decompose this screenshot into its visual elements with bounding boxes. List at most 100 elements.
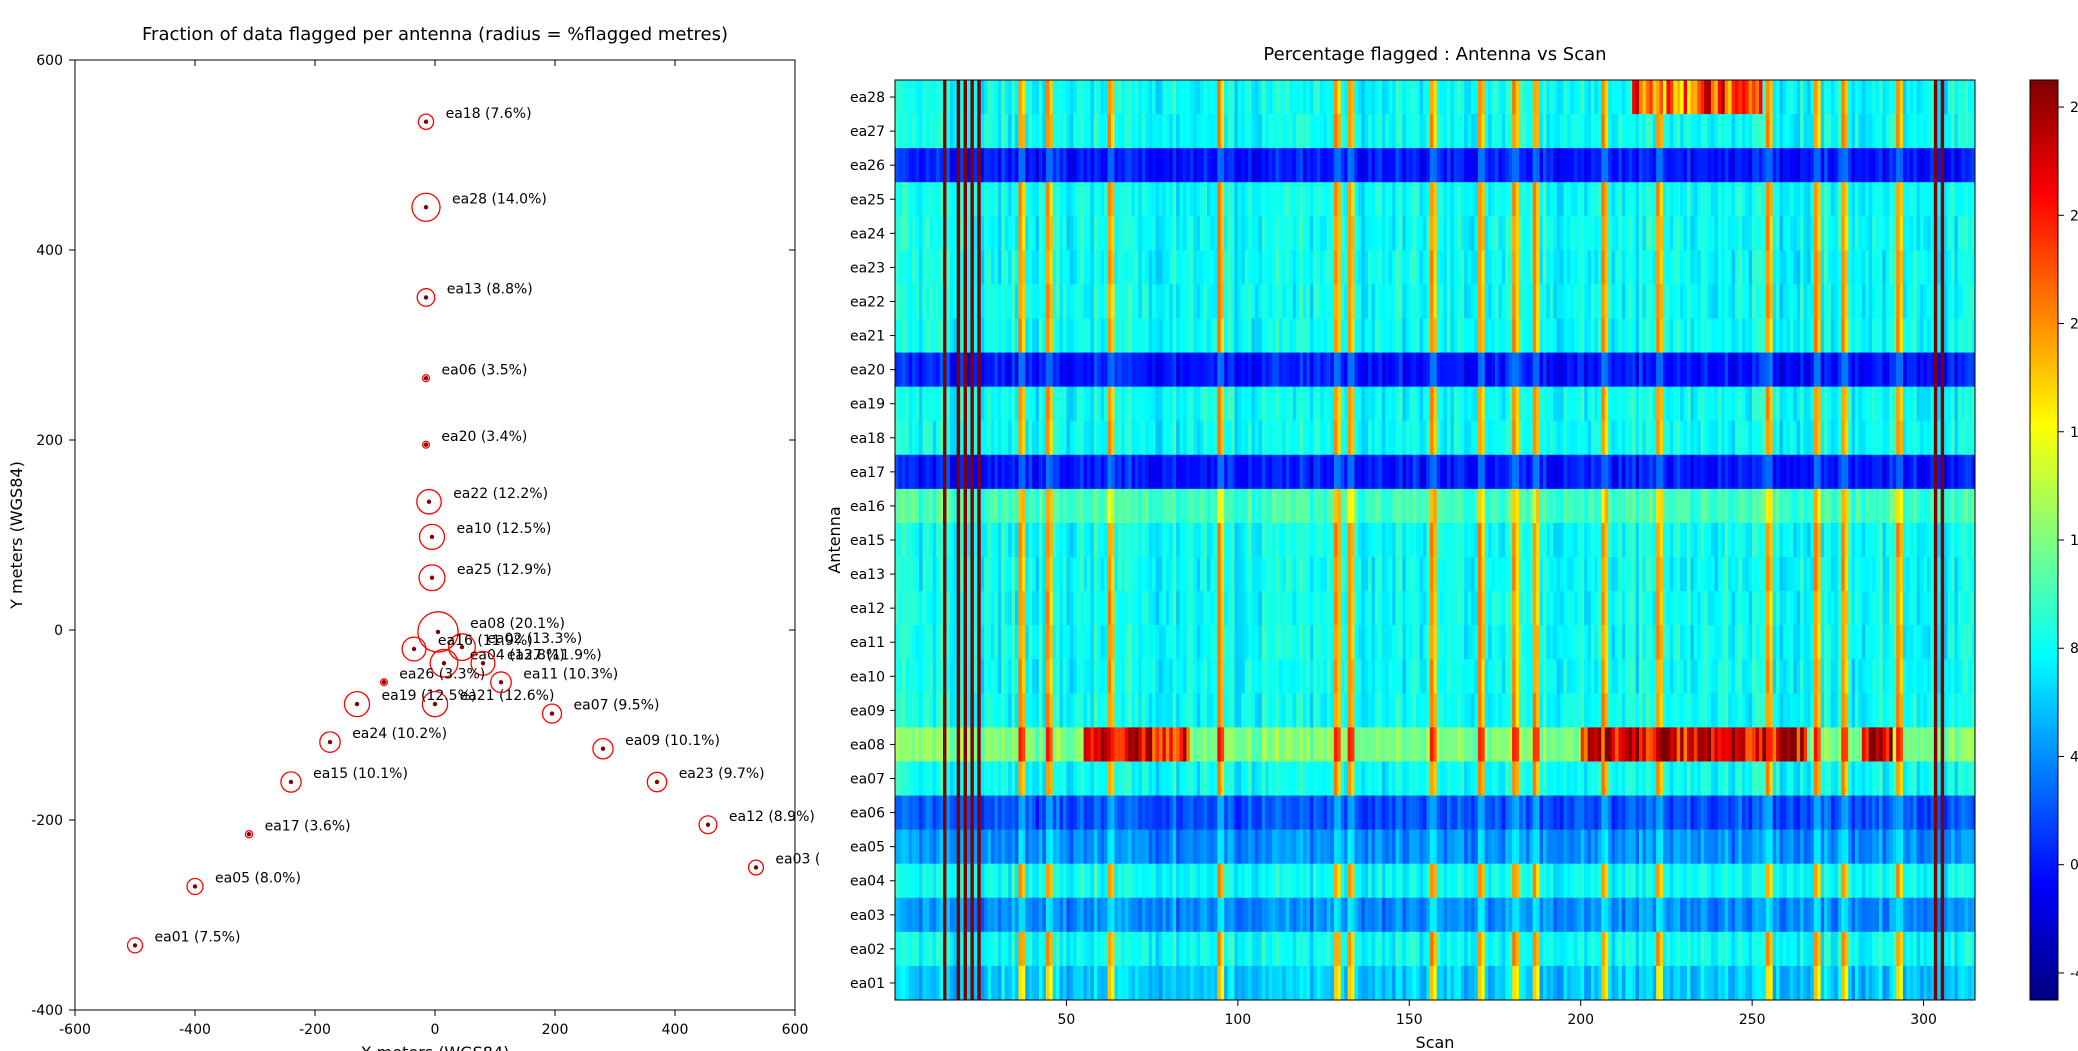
- heatmap-ytick: ea22: [850, 294, 885, 310]
- antenna-dot: [481, 661, 485, 665]
- antenna-label: ea07 (9.5%): [574, 698, 660, 714]
- heatmap-ytick: ea16: [850, 499, 885, 515]
- antenna-label: ea24 (10.2%): [352, 726, 447, 742]
- heatmap-xtick: 250: [1739, 1012, 1766, 1028]
- heatmap-ytick: ea08: [850, 737, 885, 753]
- heatmap-ytick: ea23: [850, 260, 885, 276]
- antenna-scan-heatmap: Percentage flagged : Antenna vs Scan ea28…: [820, 0, 2078, 1051]
- antenna-dot: [424, 376, 428, 380]
- y-tick-label: -200: [31, 813, 63, 829]
- antenna-dot: [706, 823, 710, 827]
- antenna-dot: [655, 780, 659, 784]
- heatmap-ytick: ea02: [850, 942, 885, 958]
- heatmap-title: Percentage flagged : Antenna vs Scan: [1263, 44, 1606, 65]
- plot-area: [75, 60, 795, 1010]
- y-tick-label: 200: [36, 433, 63, 449]
- x-tick-label: 200: [542, 1022, 569, 1038]
- antenna-dot: [412, 647, 416, 651]
- antenna-dot: [427, 500, 431, 504]
- heatmap-ytick: ea19: [850, 397, 885, 413]
- antenna-label: ea08 (20.1%): [470, 616, 565, 632]
- heatmap-ytick: ea25: [850, 192, 885, 208]
- antenna-label: ea03 (7.4%): [775, 852, 820, 868]
- antenna-dot: [424, 205, 428, 209]
- antenna-label: ea19 (12.5%): [382, 688, 477, 704]
- heatmap-ytick: ea18: [850, 431, 885, 447]
- antenna-label: ea23 (9.7%): [679, 766, 765, 782]
- colorbar-tick: 0: [2070, 858, 2078, 874]
- heatmap-xtick: 150: [1396, 1012, 1423, 1028]
- x-tick-label: -400: [179, 1022, 211, 1038]
- heatmap-ytick: ea03: [850, 908, 885, 924]
- antenna-scatter-plot: Fraction of data flagged per antenna (ra…: [0, 0, 820, 1051]
- antenna-dot: [289, 780, 293, 784]
- antenna-dot: [355, 702, 359, 706]
- antenna-label: ea09 (10.1%): [625, 733, 720, 749]
- x-tick-label: -200: [299, 1022, 331, 1038]
- antenna-dot: [328, 740, 332, 744]
- antenna-dot: [424, 120, 428, 124]
- antenna-label: ea12 (8.9%): [729, 809, 815, 825]
- heatmap-ytick: ea26: [850, 158, 885, 174]
- heatmap-xtick: 300: [1910, 1012, 1937, 1028]
- antenna-dot: [601, 747, 605, 751]
- x-tick-label: -600: [59, 1022, 91, 1038]
- heatmap-ytick: ea13: [850, 567, 885, 583]
- antenna-dot: [430, 576, 434, 580]
- colorbar-tick: 8: [2070, 641, 2078, 657]
- colorbar-tick: 16: [2070, 425, 2078, 441]
- antenna-dot: [754, 865, 758, 869]
- heatmap-xtick: 50: [1058, 1012, 1076, 1028]
- antenna-label: ea25 (12.9%): [457, 562, 552, 578]
- heatmap-xtick: 100: [1224, 1012, 1251, 1028]
- heatmap-ytick: ea28: [850, 90, 885, 106]
- antenna-dot: [550, 711, 554, 715]
- y-tick-label: 600: [36, 53, 63, 69]
- y-tick-label: 400: [36, 243, 63, 259]
- antenna-dot: [442, 661, 446, 665]
- x-tick-label: 600: [782, 1022, 809, 1038]
- antenna-label: ea18 (7.6%): [446, 106, 532, 122]
- antenna-label: ea01 (7.5%): [155, 929, 241, 945]
- antenna-label: ea06 (3.5%): [442, 362, 528, 378]
- antenna-dot: [133, 943, 137, 947]
- heatmap-ytick: ea12: [850, 601, 885, 617]
- heatmap-ytick: ea15: [850, 533, 885, 549]
- x-tick-label: 400: [662, 1022, 689, 1038]
- heatmap-xlabel: Scan: [1416, 1033, 1455, 1051]
- heatmap-ytick: ea09: [850, 703, 885, 719]
- heatmap-ytick: ea21: [850, 329, 885, 345]
- antenna-dot: [424, 295, 428, 299]
- antenna-label: ea13 (8.8%): [447, 282, 533, 298]
- colorbar-tick: 24: [2070, 208, 2078, 224]
- x-axis-label: X meters (WGS84): [361, 1043, 510, 1051]
- colorbar-tick: 28: [2070, 100, 2078, 116]
- y-axis-label: Y meters (WGS84): [7, 461, 26, 610]
- antenna-label: ea27 (11.9%): [507, 647, 602, 663]
- antenna-label: ea22 (12.2%): [453, 486, 548, 502]
- heatmap-xtick: 200: [1567, 1012, 1594, 1028]
- heatmap-ytick: ea27: [850, 124, 885, 140]
- antenna-label: ea20 (3.4%): [441, 429, 527, 445]
- heatmap-ytick: ea10: [850, 669, 885, 685]
- heatmap-ytick: ea07: [850, 772, 885, 788]
- antenna-label: ea26 (3.3%): [399, 666, 485, 682]
- antenna-dot: [424, 443, 428, 447]
- antenna-label: ea15 (10.1%): [313, 766, 408, 782]
- colorbar-tick: 12: [2070, 533, 2078, 549]
- antenna-dot: [430, 535, 434, 539]
- antenna-label: ea11 (10.3%): [523, 666, 618, 682]
- heatmap-ytick: ea01: [850, 976, 885, 992]
- colorbar-tick: 4: [2070, 749, 2078, 765]
- antenna-dot: [499, 680, 503, 684]
- antenna-label: ea10 (12.5%): [457, 521, 552, 537]
- heatmap-ytick: ea24: [850, 226, 885, 242]
- antenna-dot: [382, 680, 386, 684]
- colorbar-tick: 20: [2070, 317, 2078, 333]
- heatmap-ytick: ea05: [850, 840, 885, 856]
- heatmap-ytick: ea20: [850, 363, 885, 379]
- scatter-title: Fraction of data flagged per antenna (ra…: [142, 24, 728, 45]
- heatmap-ytick: ea17: [850, 465, 885, 481]
- antenna-label: ea05 (8.0%): [215, 871, 301, 887]
- y-tick-label: -400: [31, 1003, 63, 1019]
